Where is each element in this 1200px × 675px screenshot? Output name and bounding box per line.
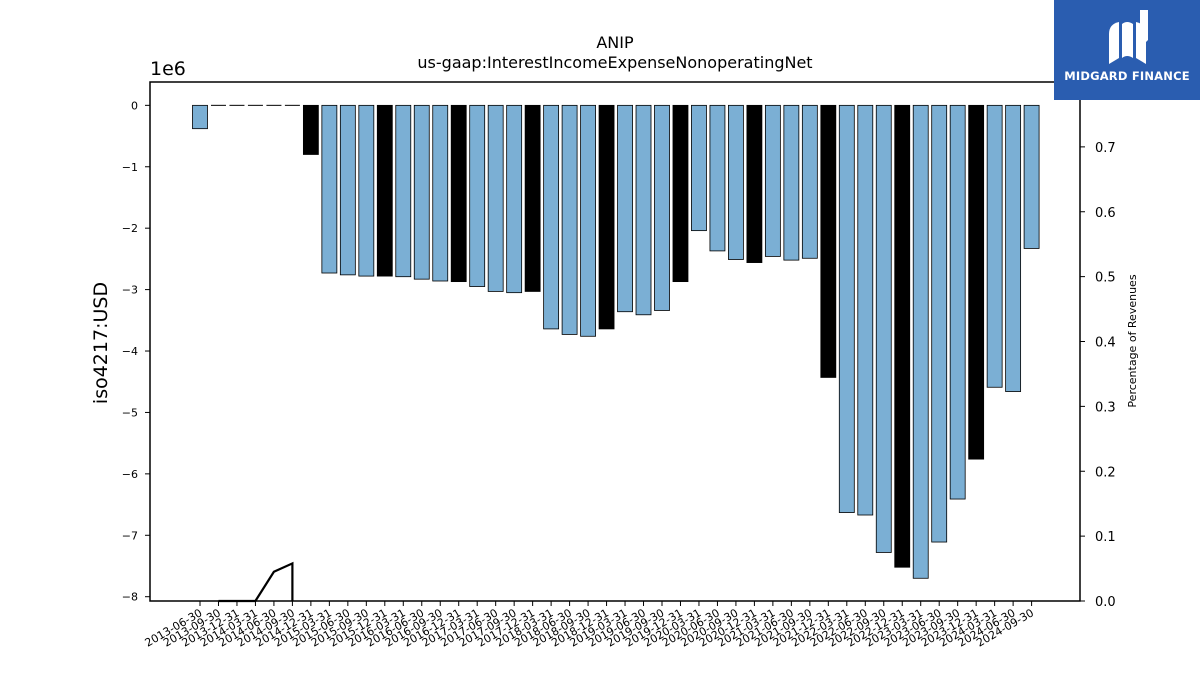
bar xyxy=(543,104,560,330)
bar xyxy=(561,104,578,335)
bar xyxy=(432,104,449,282)
y2-tick-label: 0.3 xyxy=(1095,400,1116,415)
y-tick-label: 0 xyxy=(131,99,138,112)
bar xyxy=(672,104,689,283)
bar xyxy=(949,104,966,500)
y2-tick-label: 0.1 xyxy=(1095,530,1116,545)
bar xyxy=(506,104,523,294)
bar xyxy=(395,104,412,278)
bar xyxy=(691,104,707,232)
bar xyxy=(912,104,929,579)
bar xyxy=(894,104,911,568)
y-tick-label: −4 xyxy=(122,345,138,358)
y-tick-label: −3 xyxy=(122,284,138,297)
bar xyxy=(838,104,855,513)
bar xyxy=(986,104,1003,388)
bar xyxy=(728,104,744,260)
bar xyxy=(376,104,393,277)
y-tick-label: −2 xyxy=(122,222,138,235)
y2-tick-label: 0.4 xyxy=(1095,336,1116,351)
bar xyxy=(358,104,375,277)
y-tick-label: −5 xyxy=(122,406,138,419)
y-multiplier-label: 1e6 xyxy=(150,58,186,80)
bar xyxy=(524,104,541,292)
chart-subtitle: us-gaap:InterestIncomeExpenseNonoperatin… xyxy=(417,53,812,72)
y2-axis-label: Percentage of Revenues xyxy=(1126,274,1139,407)
bar xyxy=(1023,104,1040,249)
y2-tick-label: 0.7 xyxy=(1095,141,1116,156)
bar xyxy=(968,104,985,460)
bar xyxy=(321,104,338,274)
bar xyxy=(635,104,652,316)
bar xyxy=(339,104,356,276)
bar xyxy=(654,104,670,311)
bar xyxy=(469,104,486,287)
bar xyxy=(746,104,763,263)
y-axis-label: iso4217:USD xyxy=(90,282,112,404)
bar xyxy=(801,104,818,259)
bar xyxy=(820,104,837,378)
y-tick-label: −6 xyxy=(122,468,138,481)
y2-tick-label: 0.5 xyxy=(1095,271,1116,286)
bar xyxy=(617,104,633,313)
bar xyxy=(598,104,615,330)
bar xyxy=(1005,104,1022,392)
midgard-finance-logo: MIDGARD FINANCE xyxy=(1054,0,1200,100)
y-tick-label: −7 xyxy=(122,529,138,542)
percentage-line xyxy=(218,561,294,603)
y2-tick-label: 0.2 xyxy=(1095,465,1116,480)
bar xyxy=(192,104,208,130)
bar xyxy=(931,104,948,543)
bar xyxy=(450,104,467,283)
bar xyxy=(764,104,781,257)
midgard-logo-icon xyxy=(1109,10,1148,64)
bar xyxy=(413,104,430,280)
bar xyxy=(857,104,874,516)
y-tick-label: −8 xyxy=(122,591,138,604)
bar xyxy=(875,104,892,553)
bar xyxy=(709,104,726,252)
y-tick-label: −1 xyxy=(122,161,138,174)
chart-title: ANIP xyxy=(596,33,634,52)
y2-tick-label: 0.0 xyxy=(1095,595,1116,610)
bar xyxy=(302,104,319,155)
y2-tick-label: 0.6 xyxy=(1095,206,1116,221)
bar xyxy=(580,104,596,337)
logo-text: MIDGARD FINANCE xyxy=(1064,69,1190,83)
bar xyxy=(487,104,504,292)
bar xyxy=(783,104,800,261)
